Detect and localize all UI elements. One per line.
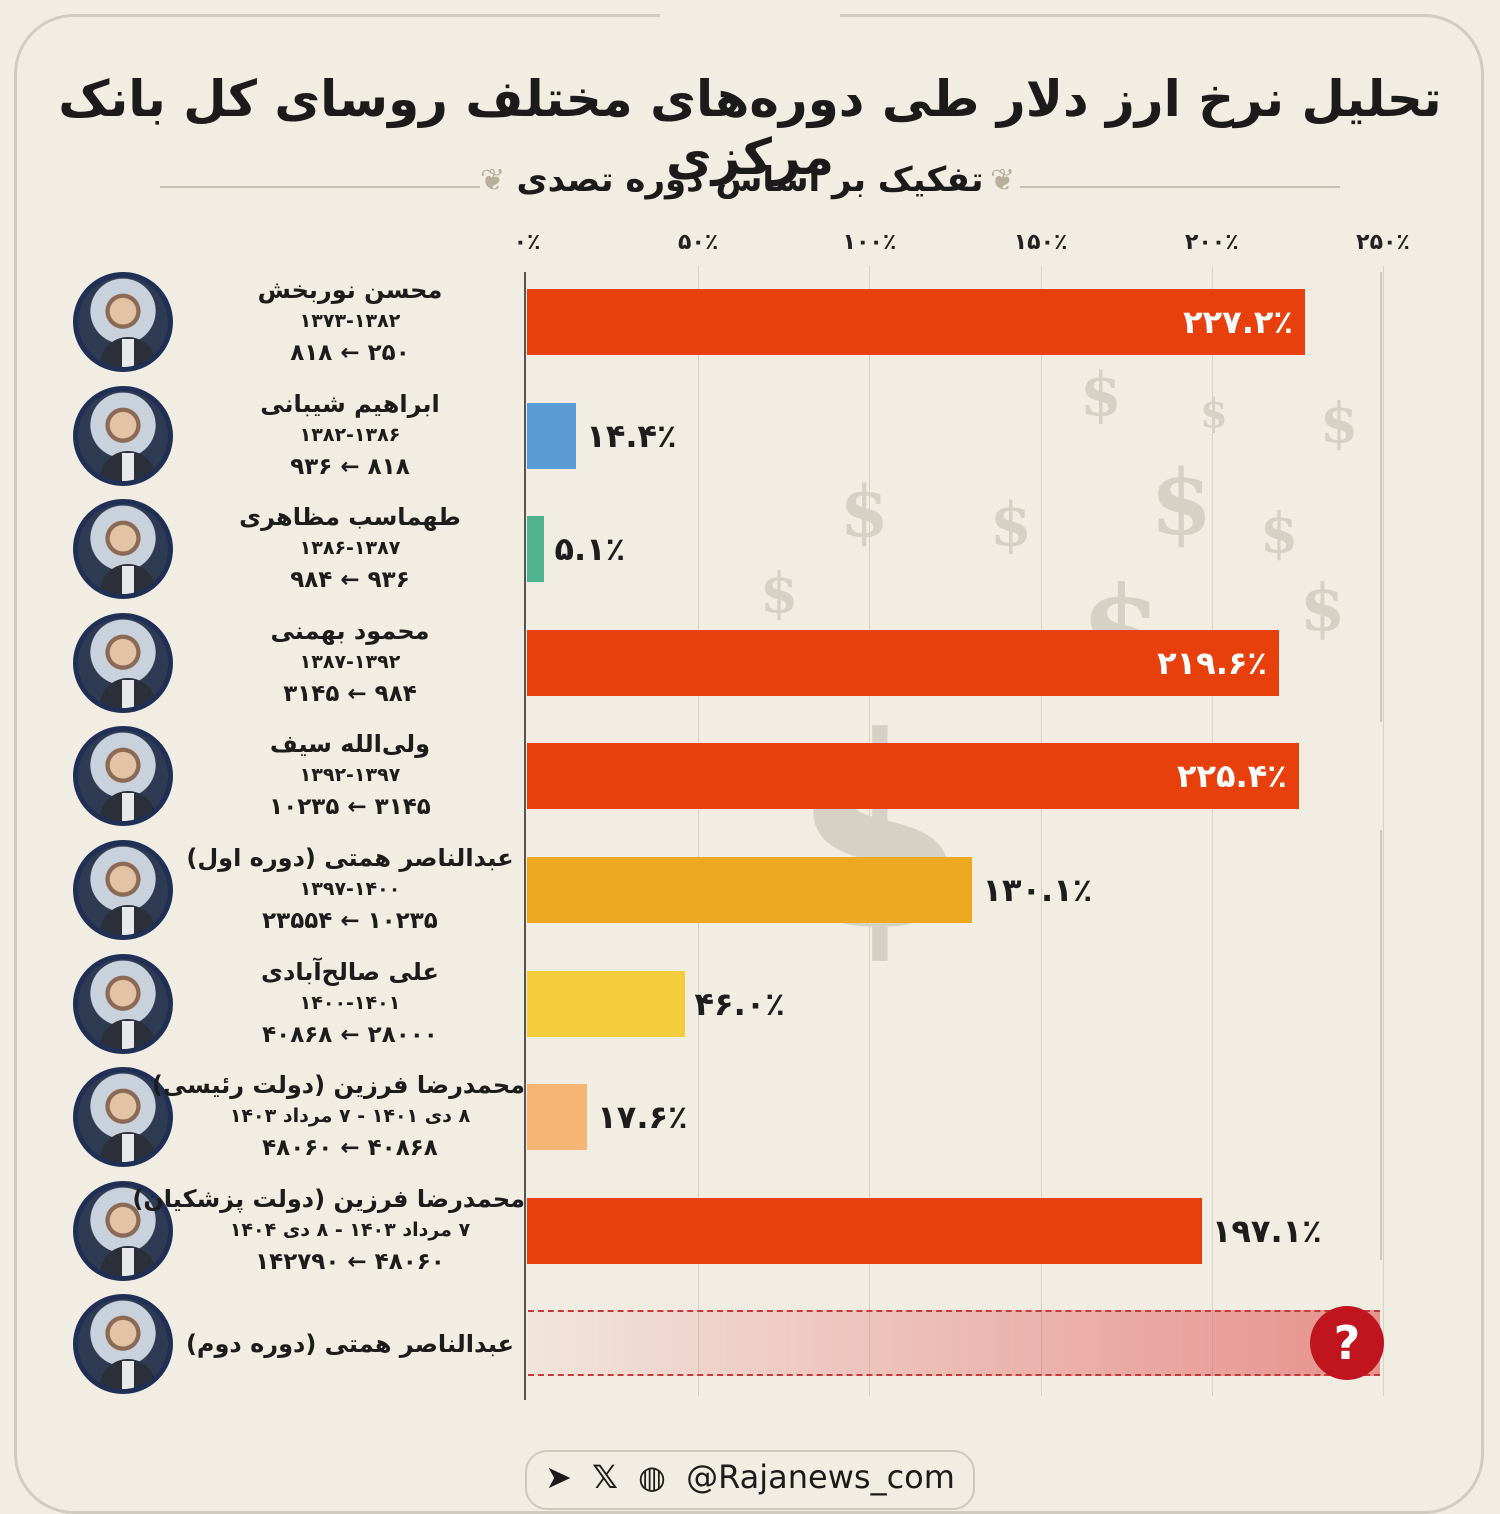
avatar <box>73 499 173 600</box>
data-label: ۲۲۵.۴٪ <box>1176 757 1287 796</box>
term-period: ۱۴۰۰-۱۴۰۱ <box>299 991 401 1014</box>
rate-range: ۲۵۰ ← ۸۱۸ <box>290 340 410 366</box>
avatar <box>73 726 173 827</box>
x-tick-label: ۱۵۰٪ <box>1013 230 1068 255</box>
ornament-right-icon: ❦ <box>990 163 1016 198</box>
avatar <box>73 953 173 1054</box>
governor-name: محسن نوربخش <box>257 276 443 304</box>
x-tick-label: ۱۰۰٪ <box>842 230 897 255</box>
x-icon[interactable]: 𝕏 <box>592 1458 618 1496</box>
grid-line <box>1040 266 1042 1396</box>
avatar <box>73 1180 173 1281</box>
dollar-sign-icon: $ <box>1320 390 1359 455</box>
governor-name: محمود بهمنی <box>270 616 430 645</box>
dollar-sign-icon: $ <box>1200 390 1228 437</box>
bar <box>527 289 1305 355</box>
term-period: ۱۳۹۲-۱۳۹۷ <box>299 764 401 787</box>
bar <box>527 1197 1202 1264</box>
grid-line <box>1383 266 1384 1396</box>
avatar <box>73 1294 173 1395</box>
bar <box>527 516 545 583</box>
x-tick-label: ۲۰۰٪ <box>1184 230 1239 255</box>
term-period: ۱۳۹۷-۱۴۰۰ <box>299 878 401 900</box>
data-label: ۱۴.۴٪ <box>586 416 677 455</box>
bar <box>527 857 973 923</box>
dollar-sign-icon: $ <box>1150 450 1213 556</box>
question-mark-icon: ? <box>1310 1306 1384 1380</box>
governor-name: ولی‌الله سیف <box>269 730 431 759</box>
category-label: محمدرضا فرزین (دولت پزشکیان) ۷ مرداد ۱۴۰۳… <box>132 1183 525 1279</box>
chart-title: تحلیل نرخ ارز دلار طی دوره‌های مختلف روس… <box>58 70 1442 186</box>
data-label: ۲۲۷.۲٪ <box>1183 303 1293 341</box>
dollar-sign-icon: $ <box>840 470 889 553</box>
x-tick-label: ۰٪ <box>513 230 541 255</box>
category-label: ولی‌الله سیف ۱۳۹۲-۱۳۹۷ ۳۱۴۵ ← ۱۰۲۳۵ <box>175 728 525 824</box>
data-label: ۲۱۹.۶٪ <box>1157 643 1267 682</box>
term-period: ۱۳۷۳-۱۳۸۲ <box>299 310 401 332</box>
dollar-sign-icon: $ <box>1260 500 1299 565</box>
x-tick-label: ۲۵۰٪ <box>1356 230 1410 255</box>
rate-range: ۹۸۴ ← ۳۱۴۵ <box>283 680 417 707</box>
avatar <box>73 1067 173 1168</box>
globe-icon[interactable]: ◍ <box>638 1458 666 1496</box>
x-tick-label: ۵۰٪ <box>678 230 719 255</box>
governor-name: عبدالناصر همتی (دوره اول) <box>186 844 514 872</box>
footer: ➤ 𝕏 ◍ @Rajanews_com <box>525 1458 975 1496</box>
grid-line <box>698 266 700 1396</box>
rate-range: ۱۰۲۳۵ ← ۲۳۵۵۴ <box>262 908 438 934</box>
dollar-sign-icon: $ <box>760 560 799 625</box>
avatar <box>73 840 173 940</box>
term-period: ۷ مرداد ۱۴۰۳ - ۸ دی ۱۴۰۴ <box>229 1218 471 1241</box>
term-period: ۱۳۸۷-۱۳۹۲ <box>299 650 401 673</box>
governor-name: علی صالح‌آبادی <box>261 957 439 986</box>
term-period: ۱۳۸۲-۱۳۸۶ <box>299 423 401 446</box>
term-period: ۸ دی ۱۴۰۱ - ۷ مرداد ۱۴۰۳ <box>229 1105 471 1128</box>
rate-range: ۳۱۴۵ ← ۱۰۲۳۵ <box>269 794 431 821</box>
data-label: ۱۳۰.۱٪ <box>982 871 1093 909</box>
bar <box>527 629 1279 696</box>
governor-name: عبدالناصر همتی (دوره دوم) <box>185 1330 515 1359</box>
governor-name: ابراهیم شیبانی <box>260 389 440 418</box>
grid-line <box>869 266 871 1396</box>
category-label: علی صالح‌آبادی ۱۴۰۰-۱۴۰۱ ۲۸۰۰۰ ← ۴۰۸۶۸ <box>175 956 525 1052</box>
category-label: عبدالناصر همتی (دوره دوم) <box>175 1328 525 1360</box>
grid-line <box>1211 266 1213 1396</box>
rate-range: ۴۰۸۶۸ ← ۴۸۰۶۰ <box>262 1135 438 1162</box>
bar <box>527 970 685 1037</box>
ornament-left-icon: ❦ <box>480 163 506 198</box>
avatar <box>73 612 173 713</box>
chart-subtitle: تفکیک بر اساس دوره تصدی <box>516 160 984 200</box>
dollar-sign-icon: $ <box>1080 360 1122 430</box>
bar <box>527 743 1299 810</box>
governor-name: محمدرضا فرزین (دولت پزشکیان) <box>132 1184 525 1213</box>
avatar <box>73 385 173 486</box>
future-term-bar <box>528 1310 1380 1376</box>
dollar-sign-icon: $ <box>1300 570 1346 646</box>
dollar-sign-icon: $ <box>790 680 971 985</box>
bar <box>527 1084 588 1151</box>
category-label: محمود بهمنی ۱۳۸۷-۱۳۹۲ ۹۸۴ ← ۳۱۴۵ <box>175 615 525 711</box>
governor-name: طهماسب مظاهری <box>239 503 461 532</box>
governor-name: محمدرضا فرزین (دولت رئیسی) <box>151 1071 525 1100</box>
footer-handle[interactable]: @Rajanews_com <box>686 1458 955 1496</box>
rate-range: ۹۳۶ ← ۹۸۴ <box>290 567 410 594</box>
category-label: طهماسب مظاهری ۱۳۸۶-۱۳۸۷ ۹۳۶ ← ۹۸۴ <box>175 501 525 597</box>
bar <box>527 402 577 469</box>
category-label: ابراهیم شیبانی ۱۳۸۲-۱۳۸۶ ۸۱۸ ← ۹۳۶ <box>175 388 525 484</box>
telegram-icon[interactable]: ➤ <box>545 1458 572 1496</box>
rate-range: ۲۸۰۰۰ ← ۴۰۸۶۸ <box>262 1021 438 1048</box>
rate-range: ۸۱۸ ← ۹۳۶ <box>290 453 410 480</box>
avatar <box>73 272 173 372</box>
category-label: عبدالناصر همتی (دوره اول) ۱۳۹۷-۱۴۰۰ ۱۰۲۳۵ … <box>175 842 525 938</box>
data-label: ۴۶.۰٪ <box>694 984 785 1023</box>
y-axis-line <box>524 272 526 1400</box>
data-label: ۱۹۷.۱٪ <box>1211 1211 1322 1250</box>
dollar-sign-icon: $ <box>990 490 1032 560</box>
category-label: محمدرضا فرزین (دولت رئیسی) ۸ دی ۱۴۰۱ - ۷ … <box>151 1069 525 1165</box>
rate-range: ۴۸۰۶۰ ← ۱۴۲۷۹۰ <box>255 1248 445 1275</box>
data-label: ۵.۱٪ <box>554 530 626 569</box>
term-period: ۱۳۸۶-۱۳۸۷ <box>299 537 401 560</box>
data-label: ۱۷.۶٪ <box>597 1098 688 1137</box>
category-label: محسن نوربخش ۱۳۷۳-۱۳۸۲ ۲۵۰ ← ۸۱۸ <box>175 274 525 370</box>
